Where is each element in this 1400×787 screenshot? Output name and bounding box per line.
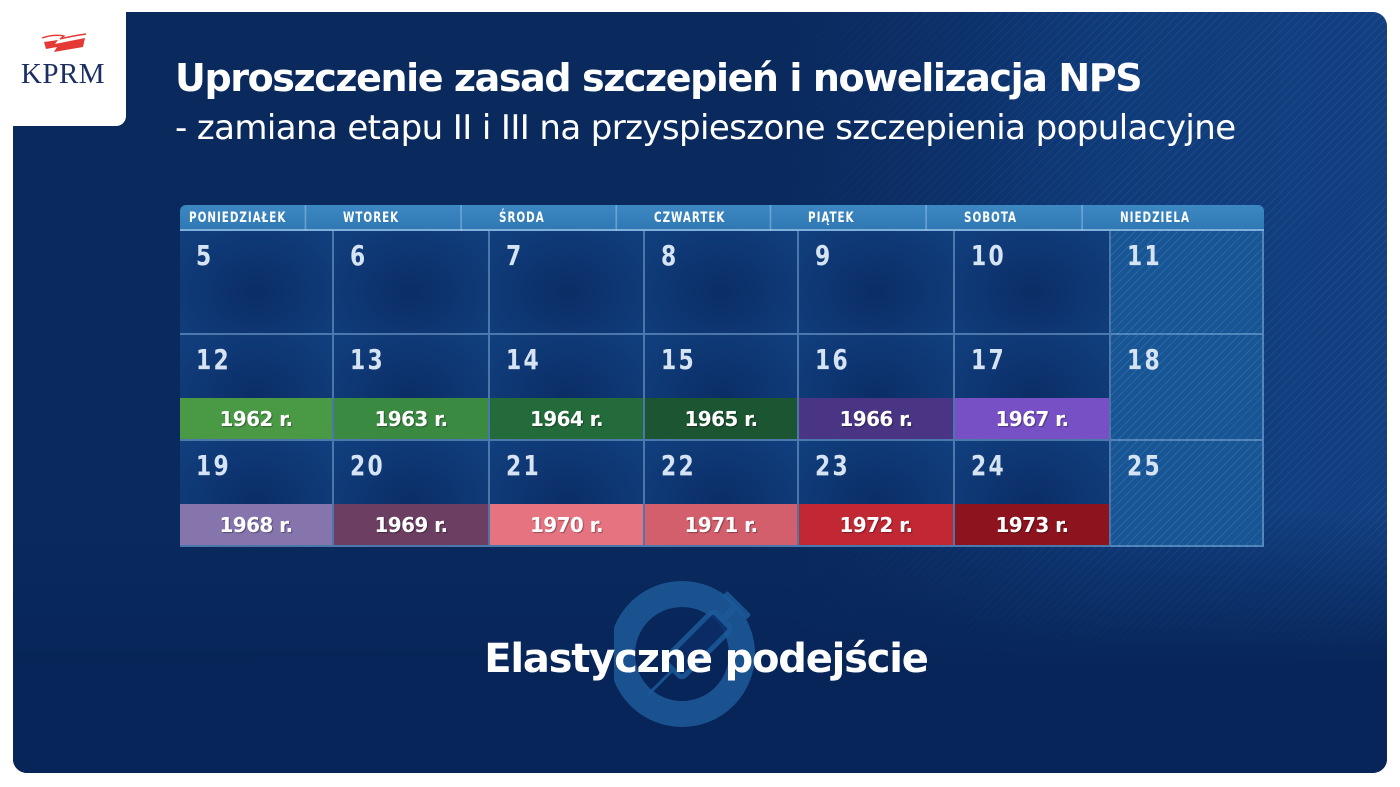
day-number: 20 [350,449,386,482]
day-number: 15 [661,343,697,376]
weekday-sunday: NIEDZIELA [1120,210,1190,226]
calendar-cell-sunday: 25 [1111,441,1264,547]
page-title: Uproszczenie zasad szczepień i nowelizac… [175,56,1143,100]
calendar-cell: 21 1970 r. [490,441,645,547]
birth-year-band: 1966 r. [799,398,953,439]
birth-year-band: 1971 r. [645,504,797,545]
calendar-cell: 15 1965 r. [645,335,799,441]
birth-year-band: 1963 r. [334,398,488,439]
day-number: 14 [506,343,542,376]
weekday-saturday: SOBOTA [955,205,1083,231]
calendar-cell: 17 1967 r. [955,335,1111,441]
vaccination-calendar: PONIEDZIAŁEK WTOREK ŚRODA CZWARTEK PIĄTE… [180,205,1264,547]
day-number: 9 [815,239,833,272]
calendar-cell: 19 1968 r. [180,441,334,547]
weekday-wednesday: ŚRODA [490,205,618,231]
calendar-cell: 16 1966 r. [799,335,955,441]
day-number: 12 [196,343,232,376]
page-subtitle: - zamiana etapu II i III na przyspieszon… [175,108,1236,148]
weekday-tuesday: WTOREK [334,205,462,231]
birth-year-band: 1964 r. [490,398,643,439]
weekday-thursday: CZWARTEK [645,205,772,231]
day-number: 8 [661,239,679,272]
calendar-cell: 8 [645,231,799,335]
day-number: 5 [196,239,214,272]
calendar-header: PONIEDZIAŁEK WTOREK ŚRODA CZWARTEK PIĄTE… [180,205,1264,231]
birth-year-band: 1962 r. [180,398,332,439]
footer-slogan: Elastyczne podejście [484,636,929,682]
calendar-cell: 7 [490,231,645,335]
day-number: 19 [196,449,232,482]
birth-year-band: 1972 r. [799,504,953,545]
polish-flag-icon [41,33,87,52]
day-number: 13 [350,343,386,376]
day-number: 22 [661,449,697,482]
day-number: 16 [815,343,851,376]
day-number: 10 [971,239,1007,272]
calendar-cell: 13 1963 r. [334,335,490,441]
day-number: 23 [815,449,851,482]
day-number: 17 [971,343,1007,376]
birth-year-band: 1970 r. [490,504,643,545]
calendar-cell: 10 [955,231,1111,335]
birth-year-band: 1965 r. [645,398,797,439]
day-number: 21 [506,449,542,482]
day-number: 18 [1127,343,1163,376]
weekday-monday: PONIEDZIAŁEK [180,205,307,231]
weekday-friday: PIĄTEK [799,205,927,231]
day-number: 24 [971,449,1007,482]
calendar-cell: 22 1971 r. [645,441,799,547]
calendar-cell: 5 [180,231,334,335]
birth-year-band: 1967 r. [955,398,1109,439]
calendar-cell: 9 [799,231,955,335]
calendar-cell: 14 1964 r. [490,335,645,441]
day-number: 11 [1127,239,1163,272]
calendar-cell-sunday: 18 [1111,335,1264,441]
birth-year-band: 1973 r. [955,504,1109,545]
calendar-cell: 24 1973 r. [955,441,1111,547]
logo-text: KPRM [20,58,106,90]
calendar-cell: 6 [334,231,490,335]
day-number: 7 [506,239,524,272]
kprm-logo: KPRM [0,0,126,126]
syringe-icon [614,581,755,727]
calendar-cell: 12 1962 r. [180,335,334,441]
day-number: 6 [350,239,368,272]
calendar-grid: 5 6 7 8 9 10 11 12 1962 r. 13 1963 r. 14 19… [180,231,1264,547]
calendar-cell-sunday: 11 [1111,231,1264,335]
calendar-cell: 23 1972 r. [799,441,955,547]
calendar-cell: 20 1969 r. [334,441,490,547]
birth-year-band: 1968 r. [180,504,332,545]
birth-year-band: 1969 r. [334,504,488,545]
day-number: 25 [1127,449,1163,482]
